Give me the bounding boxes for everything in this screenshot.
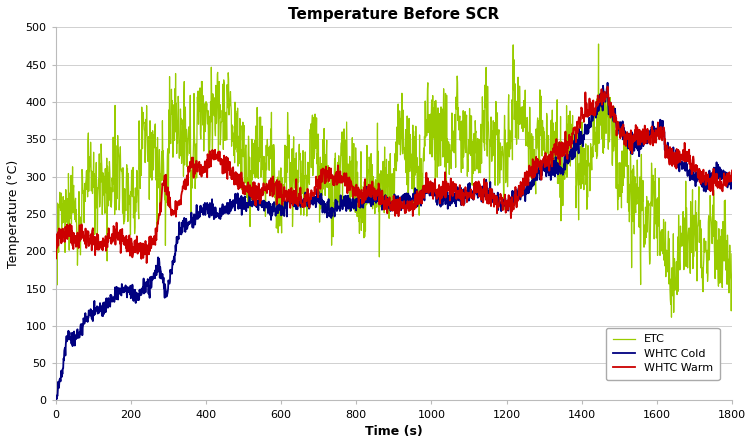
WHTC Cold <box>327 205 336 210</box>
ETC <box>727 251 736 256</box>
WHTC Cold <box>304 202 313 208</box>
WHTC Cold <box>331 206 340 212</box>
Line: WHTC Cold: WHTC Cold <box>56 83 732 400</box>
ETC <box>327 243 336 248</box>
ETC <box>51 262 60 267</box>
WHTC Warm <box>603 84 612 89</box>
Line: WHTC Warm: WHTC Warm <box>56 87 732 263</box>
ETC <box>331 202 340 207</box>
Y-axis label: Temperature (°C): Temperature (°C) <box>7 160 20 268</box>
WHTC Warm <box>51 237 60 242</box>
ETC <box>594 41 603 47</box>
Line: ETC: ETC <box>56 44 732 317</box>
WHTC Warm <box>331 173 340 178</box>
WHTC Warm <box>142 260 151 266</box>
WHTC Cold <box>603 80 612 85</box>
ETC <box>196 85 205 91</box>
Legend: ETC, WHTC Cold, WHTC Warm: ETC, WHTC Cold, WHTC Warm <box>606 328 720 380</box>
WHTC Cold <box>727 181 736 186</box>
WHTC Cold <box>51 398 60 403</box>
ETC <box>667 315 676 320</box>
WHTC Cold <box>513 194 522 199</box>
ETC <box>304 166 313 172</box>
WHTC Warm <box>304 198 313 203</box>
ETC <box>90 171 99 177</box>
WHTC Warm <box>90 238 99 243</box>
WHTC Cold <box>196 204 205 209</box>
Title: Temperature Before SCR: Temperature Before SCR <box>288 7 499 22</box>
ETC <box>513 121 522 126</box>
X-axis label: Time (s): Time (s) <box>365 425 422 438</box>
WHTC Cold <box>90 298 99 303</box>
WHTC Warm <box>727 168 736 173</box>
WHTC Warm <box>196 164 205 169</box>
WHTC Warm <box>328 174 337 179</box>
WHTC Warm <box>514 194 523 199</box>
